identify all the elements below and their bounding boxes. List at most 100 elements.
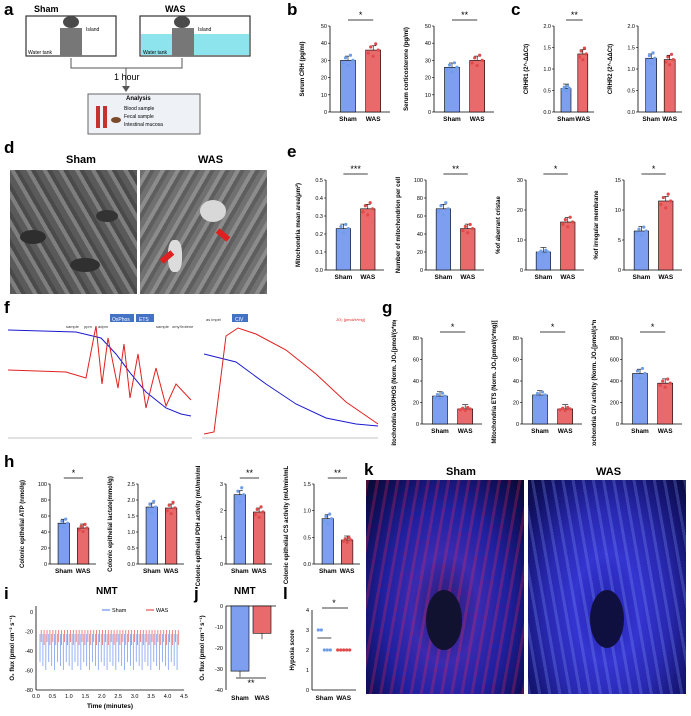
- data-point: [478, 53, 482, 57]
- data-point: [341, 61, 345, 65]
- marker-6: rotene: [182, 324, 194, 329]
- chart-aberrant-cristae: %of aberrant cristae 0 10 20 30 Sham WAS *: [496, 164, 584, 281]
- state-civ: CIV: [235, 317, 244, 323]
- data-point: [540, 390, 545, 394]
- analysis-item-1: Blood sample: [124, 106, 155, 112]
- data-point: [447, 63, 452, 67]
- category-label: WAS: [360, 274, 375, 281]
- y-tick-label: 100: [38, 482, 47, 488]
- panel-i-nmt-trace: 0 -20 -40 -60 -800.0 0.5 1.0 1.5 2.0 2.5 3.0 3.5 4.0…: [9, 606, 188, 710]
- panel-letter-g: g: [382, 298, 393, 317]
- analysis-item-2: Fecal sample: [124, 114, 154, 120]
- data-point: [446, 207, 450, 211]
- bar: [469, 60, 485, 113]
- data-point: [150, 511, 154, 515]
- data-point: [167, 503, 171, 507]
- panel-letter-j: j: [194, 584, 199, 603]
- significance-stars: ***: [350, 164, 361, 174]
- bar: [77, 527, 90, 565]
- data-point: [663, 385, 667, 389]
- data-point: [259, 505, 263, 509]
- data-point: [83, 522, 87, 526]
- x-tick-label: 3.0: [131, 694, 139, 700]
- category-label: Sham: [315, 695, 333, 702]
- data-point: [319, 628, 323, 632]
- tube-icon: [96, 106, 100, 128]
- panel-letter-h: h: [4, 452, 15, 471]
- y-tick-label: 800: [610, 336, 619, 342]
- y-tick-label: 2.0: [127, 498, 135, 504]
- panel-letter-k: k: [364, 460, 374, 479]
- bar: [633, 230, 649, 271]
- y-tick-label: 0.3: [315, 214, 323, 220]
- x-axis-label: Time (minutes): [87, 703, 133, 710]
- category-label: WAS: [164, 568, 179, 575]
- category-label: Sham: [557, 116, 575, 123]
- y-tick-label: -10: [215, 625, 223, 631]
- y-tick-label: 30: [321, 58, 327, 64]
- bar: [165, 507, 178, 565]
- data-point: [564, 89, 568, 93]
- data-point: [438, 397, 442, 401]
- y-tick-label: 5: [618, 238, 621, 244]
- y-tick-label: 80: [513, 336, 519, 342]
- y-tick-label: 4: [306, 608, 309, 614]
- y-tick-label: 80: [413, 336, 419, 342]
- bar: [658, 200, 674, 271]
- y-tick-label: -60: [25, 669, 33, 675]
- y-tick-label: 0: [220, 562, 223, 568]
- significance-stars: *: [451, 322, 455, 332]
- data-point: [336, 229, 341, 233]
- duration-label: 1 hour: [114, 72, 140, 82]
- significance-stars: **: [247, 678, 255, 688]
- y-axis-label: Number of mitochondrion per cell: [396, 176, 402, 273]
- y-tick-label: 0.0: [543, 110, 551, 116]
- data-point: [253, 513, 257, 517]
- y-tick-label: 40: [425, 41, 431, 47]
- x-tick-label: 0.0: [32, 694, 40, 700]
- panel-letter-f: f: [4, 298, 10, 317]
- data-point: [326, 521, 330, 525]
- analysis-title: Analysis: [126, 96, 151, 102]
- y-tick-label: 0.5: [303, 535, 311, 541]
- data-point: [664, 60, 668, 64]
- category-label: WAS: [575, 116, 590, 123]
- chart-serum-crh: Serum CRH (pg/ml) 0 10 20 30 40 50 Sham WAS *: [300, 10, 390, 123]
- data-point: [466, 231, 470, 235]
- data-point: [653, 56, 657, 60]
- x-tick-label: 1.5: [82, 694, 90, 700]
- data-point: [81, 530, 85, 534]
- fluor-title-was: WAS: [596, 466, 622, 478]
- data-point: [366, 51, 370, 55]
- chart-crhr2: CRHR2 (2^-ΔΔCt) 0.0 0.5 1.0 1.5 2.0 Sham WAS: [608, 24, 682, 123]
- bar: [252, 605, 272, 634]
- data-point: [468, 222, 472, 227]
- data-point: [644, 229, 648, 233]
- bar: [360, 208, 376, 271]
- y-tick-label: 200: [610, 401, 619, 407]
- label-sham-a: Sham: [34, 4, 59, 14]
- y-axis-label: Serum CRH (pg/ml): [300, 41, 306, 96]
- category-label: Sham: [231, 695, 249, 702]
- bar: [253, 511, 266, 565]
- data-point: [369, 45, 373, 49]
- y-tick-label: 1: [306, 668, 309, 674]
- y-tick-label: 3: [306, 628, 309, 634]
- data-point: [581, 58, 585, 62]
- connector-line: [70, 58, 183, 69]
- data-point: [661, 379, 665, 383]
- x-tick-label: 2.0: [98, 694, 106, 700]
- marker-4: sample: [156, 324, 170, 329]
- data-point: [643, 371, 647, 376]
- oxygen-trace-right: [203, 353, 379, 427]
- label-was-a: WAS: [165, 4, 186, 14]
- data-point: [634, 231, 639, 235]
- data-point: [242, 493, 246, 497]
- y-tick-label: 40: [513, 379, 519, 385]
- data-point: [450, 70, 454, 74]
- data-point: [154, 505, 158, 509]
- category-label: Sham: [335, 274, 353, 281]
- mitochondrion: [20, 230, 46, 244]
- data-point: [316, 628, 320, 632]
- x-tick-label: 4.5: [180, 694, 188, 700]
